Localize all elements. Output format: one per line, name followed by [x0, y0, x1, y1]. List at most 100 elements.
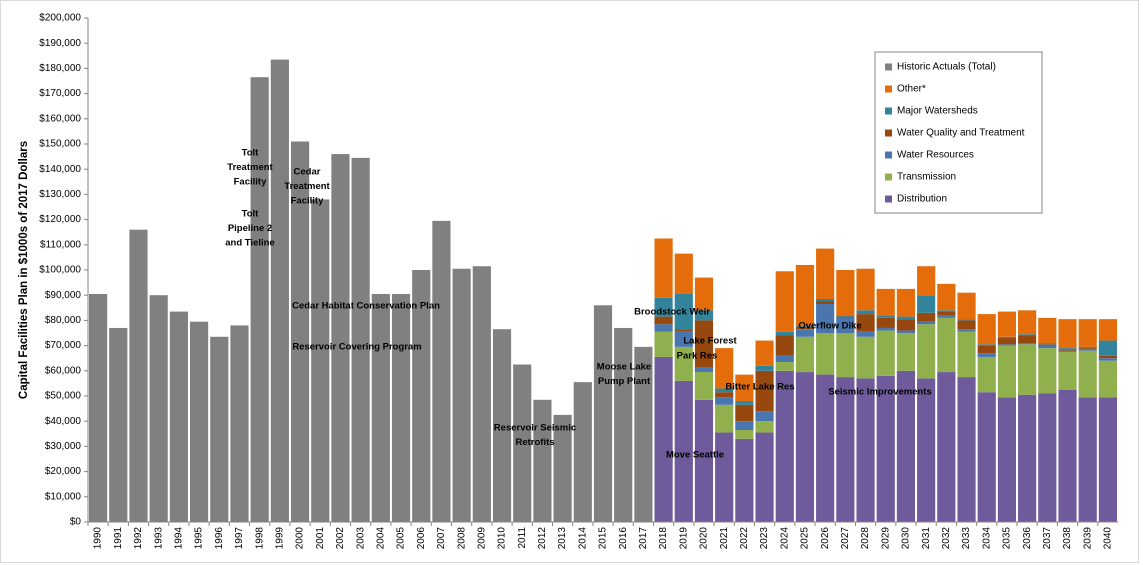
bar-segment	[795, 372, 815, 522]
bar-segment	[331, 154, 350, 522]
bar-segment	[856, 268, 875, 311]
bar-segment	[1058, 348, 1077, 350]
annotation: Pipeline 2	[228, 223, 272, 234]
x-tick-label: 2014	[577, 527, 588, 550]
bar-segment	[230, 325, 249, 522]
bar-segment	[917, 321, 936, 325]
bar-segment	[1058, 389, 1077, 522]
bar-segment	[816, 248, 835, 299]
x-tick-label: 2021	[719, 527, 730, 550]
x-tick-label: 2005	[396, 527, 407, 550]
annotation: Pump Plant	[598, 376, 651, 387]
y-tick-label: $80,000	[45, 315, 82, 326]
bar-segment	[694, 320, 714, 368]
bar-segment	[876, 317, 895, 328]
bar-segment	[755, 340, 774, 366]
bar-segment	[674, 329, 693, 332]
bar-segment	[1098, 355, 1117, 359]
bar-segment	[876, 375, 895, 522]
y-tick-label: $0	[70, 517, 82, 528]
x-tick-label: 2023	[759, 527, 770, 550]
legend-swatch	[885, 173, 892, 181]
legend-label: Historic Actuals (Total)	[897, 62, 996, 73]
x-tick-label: 2026	[820, 527, 831, 550]
annotation: Moose Lake	[597, 362, 651, 373]
y-tick-label: $100,000	[39, 265, 81, 276]
bar-segment	[1038, 345, 1057, 349]
x-tick-label: 2016	[618, 527, 629, 550]
y-tick-label: $170,000	[39, 88, 81, 99]
bar-segment	[937, 311, 956, 316]
x-tick-label: 2007	[436, 527, 447, 550]
annotation: Move Seattle	[666, 450, 724, 461]
bar-segment	[816, 374, 835, 522]
x-tick-label: 2038	[1062, 527, 1073, 550]
bar-segment	[755, 365, 774, 371]
annotation: Bitter Lake Res	[725, 382, 794, 393]
bar-segment	[1078, 350, 1097, 398]
bar-segment	[1078, 349, 1097, 351]
bar-segment	[997, 338, 1017, 345]
bar-segment	[573, 382, 592, 522]
x-tick-label: 2008	[456, 527, 467, 550]
x-tick-label: 2004	[375, 527, 386, 550]
bar-segment	[795, 325, 815, 327]
x-tick-label: 2037	[1042, 527, 1053, 550]
bar-segment	[634, 346, 653, 522]
x-tick-label: 2029	[880, 527, 891, 550]
legend-label: Other*	[897, 84, 926, 95]
annotation: Treatment	[284, 181, 330, 192]
x-tick-label: 2028	[860, 527, 871, 550]
bar-segment	[1078, 397, 1097, 522]
bar-segment	[513, 364, 532, 522]
bar-segment	[715, 404, 734, 433]
bar-segment	[795, 336, 815, 373]
bar-segment	[1058, 319, 1077, 349]
x-tick-label: 2034	[981, 527, 992, 550]
y-tick-label: $180,000	[39, 63, 81, 74]
bar-segment	[957, 331, 976, 378]
bar-segment	[593, 305, 613, 522]
bar-segment	[715, 392, 734, 398]
legend-label: Transmission	[897, 172, 956, 183]
annotation: Reservoir Seismic	[494, 423, 576, 434]
bar-segment	[917, 378, 936, 522]
x-tick-label: 2009	[476, 527, 487, 550]
x-tick-label: 2024	[779, 527, 790, 550]
bar-segment	[836, 315, 855, 317]
y-tick-label: $60,000	[45, 365, 82, 376]
annotation: Reservoir Covering Program	[292, 342, 421, 353]
y-tick-label: $90,000	[45, 290, 82, 301]
annotation: Tolt	[242, 148, 260, 159]
legend-box	[874, 51, 1043, 214]
bar-segment	[856, 314, 875, 332]
bar-segment	[937, 310, 956, 312]
bar-segment	[654, 356, 673, 522]
bar-segment	[856, 378, 875, 522]
bar-segment	[937, 372, 956, 522]
annotation: Lake Forest	[683, 336, 737, 347]
x-tick-label: 2036	[1022, 527, 1033, 550]
y-tick-label: $70,000	[45, 340, 82, 351]
y-tick-label: $200,000	[39, 13, 81, 24]
y-tick-label: $130,000	[39, 189, 81, 200]
bar-segment	[674, 331, 693, 347]
x-tick-label: 1990	[93, 527, 104, 550]
bar-segment	[1018, 394, 1037, 522]
bar-segment	[917, 295, 936, 313]
bar-segment	[169, 311, 188, 522]
bar-segment	[816, 298, 835, 302]
annotation: Facility	[291, 196, 324, 207]
bar-segment	[937, 283, 956, 311]
bar-segment	[674, 253, 693, 294]
annotation: Overflow Dike	[798, 321, 861, 332]
annotation: Park Res	[677, 351, 718, 362]
bar-segment	[896, 316, 916, 320]
bar-segment	[775, 355, 794, 362]
legend-swatch	[885, 129, 892, 137]
legend-label: Major Watersheds	[897, 106, 978, 117]
bar-segment	[654, 297, 673, 317]
bar-segment	[896, 319, 916, 331]
bar-segment	[674, 293, 693, 330]
